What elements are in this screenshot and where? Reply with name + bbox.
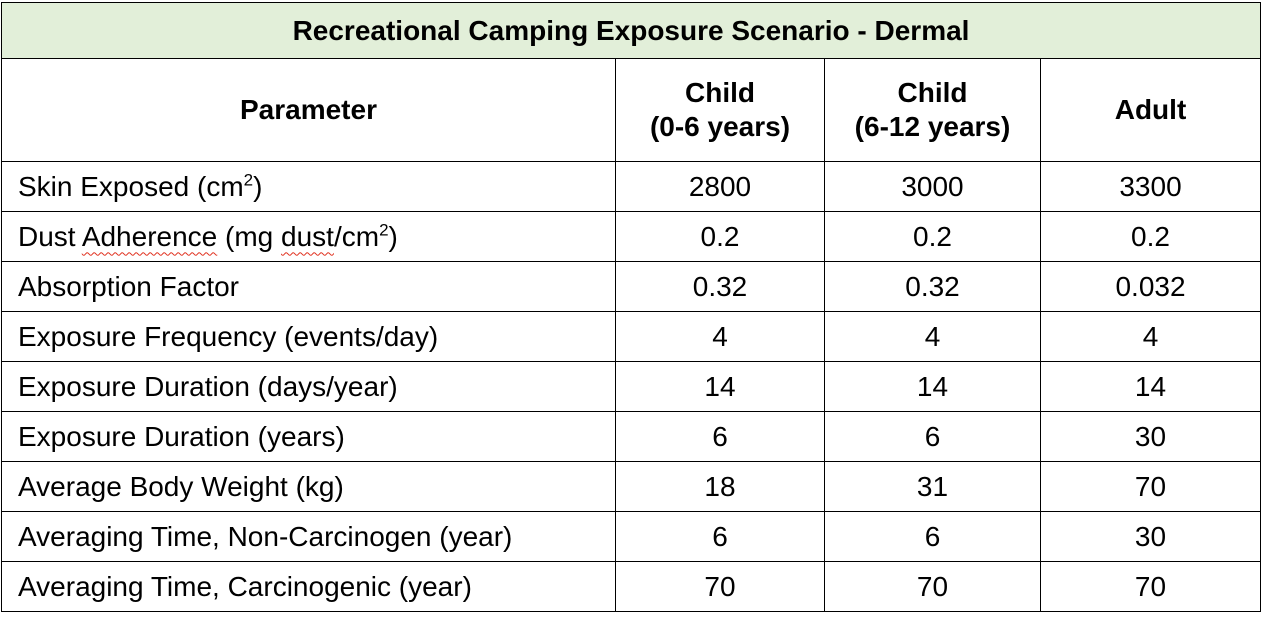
parameter-cell: Absorption Factor [1, 261, 616, 312]
value-child-0-6: 70 [615, 561, 825, 612]
value-adult: 30 [1039, 511, 1262, 562]
value-child-6-12: 70 [824, 561, 1041, 612]
superscript: 2 [243, 170, 254, 190]
header-child-6-12-line1: Child [897, 77, 968, 109]
header-child-6-12-line2: (6-12 years) [854, 111, 1011, 142]
table-row: Averaging Time, Carcinogenic (year) 70 7… [1, 561, 1262, 612]
parameter-text: Skin Exposed (cm [18, 170, 244, 202]
table-title: Recreational Camping Exposure Scenario -… [0, 2, 1262, 59]
value-child-6-12: 6 [824, 411, 1041, 462]
parameter-cell: Exposure Frequency (events/day) [1, 311, 616, 362]
parameter-cell: Exposure Duration (days/year) [1, 361, 616, 412]
value-adult: 70 [1039, 461, 1262, 512]
value-child-0-6: 6 [615, 411, 825, 462]
value-adult: 0.2 [1039, 211, 1262, 262]
value-adult: 0.032 [1039, 261, 1262, 312]
header-child-6-12: Child (6-12 years) [824, 58, 1041, 162]
spellcheck-word[interactable]: Adherence [81, 220, 218, 252]
value-child-0-6: 0.2 [615, 211, 825, 262]
parameter-text-mid2: /cm [333, 220, 380, 252]
spellcheck-word[interactable]: dust [281, 220, 334, 252]
parameter-cell: Averaging Time, Non-Carcinogen (year) [1, 511, 616, 562]
value-child-0-6: 2800 [615, 161, 825, 212]
parameter-text: Dust [18, 220, 82, 252]
parameter-cell: Average Body Weight (kg) [1, 461, 616, 512]
table-row: Averaging Time, Non-Carcinogen (year) 6 … [1, 511, 1262, 562]
table-row: Average Body Weight (kg) 18 31 70 [1, 461, 1262, 512]
value-child-6-12: 31 [824, 461, 1041, 512]
value-child-0-6: 4 [615, 311, 825, 362]
value-child-6-12: 0.32 [824, 261, 1041, 312]
value-child-6-12: 0.2 [824, 211, 1041, 262]
value-adult: 4 [1039, 311, 1262, 362]
parameter-text-end: ) [388, 220, 398, 252]
value-adult: 3300 [1039, 161, 1262, 212]
title-row: Recreational Camping Exposure Scenario -… [0, 2, 1262, 59]
value-adult: 30 [1039, 411, 1262, 462]
value-child-6-12: 4 [824, 311, 1041, 362]
parameter-cell: Dust Adherence (mg dust/cm2) [1, 211, 616, 262]
table-row: Exposure Duration (years) 6 6 30 [1, 411, 1262, 462]
value-child-0-6: 18 [615, 461, 825, 512]
table-row: Skin Exposed (cm2) 2800 3000 3300 [1, 161, 1262, 212]
value-child-6-12: 14 [824, 361, 1041, 412]
header-row: Parameter Child (0-6 years) Child (6-12 … [1, 58, 1262, 162]
value-adult: 70 [1039, 561, 1262, 612]
value-child-6-12: 3000 [824, 161, 1041, 212]
table-row: Dust Adherence (mg dust/cm2) 0.2 0.2 0.2 [1, 211, 1262, 262]
header-child-0-6: Child (0-6 years) [615, 58, 825, 162]
value-child-6-12: 6 [824, 511, 1041, 562]
header-adult: Adult [1039, 58, 1262, 162]
superscript: 2 [379, 220, 389, 240]
parameter-cell: Averaging Time, Carcinogenic (year) [1, 561, 616, 612]
table-row: Absorption Factor 0.32 0.32 0.032 [1, 261, 1262, 312]
parameter-cell: Skin Exposed (cm2) [1, 161, 616, 212]
parameter-cell: Exposure Duration (years) [1, 411, 616, 462]
value-child-0-6: 6 [615, 511, 825, 562]
header-parameter: Parameter [1, 58, 616, 162]
table-row: Exposure Frequency (events/day) 4 4 4 [1, 311, 1262, 362]
parameter-text-mid: (mg [217, 220, 282, 252]
value-child-0-6: 0.32 [615, 261, 825, 312]
parameter-text-end: ) [253, 170, 263, 202]
exposure-table: Recreational Camping Exposure Scenario -… [0, 2, 1262, 612]
header-child-0-6-line2: (0-6 years) [649, 111, 791, 142]
header-child-0-6-line1: Child [685, 77, 755, 109]
table-row: Exposure Duration (days/year) 14 14 14 [1, 361, 1262, 412]
value-child-0-6: 14 [615, 361, 825, 412]
value-adult: 14 [1039, 361, 1262, 412]
